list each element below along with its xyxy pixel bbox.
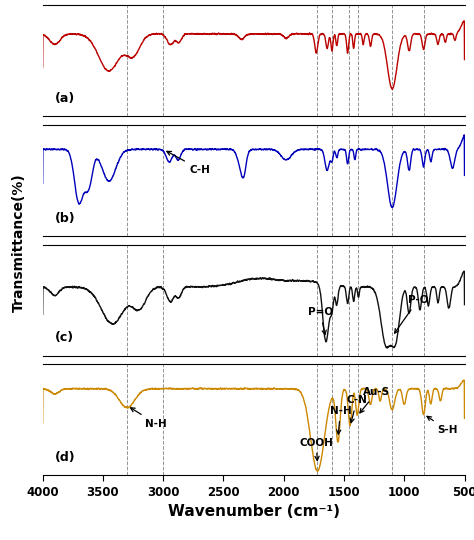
Text: Transmittance(%): Transmittance(%) — [12, 174, 26, 312]
Text: N-H: N-H — [130, 408, 167, 429]
Text: (c): (c) — [55, 332, 74, 345]
Text: S-H: S-H — [427, 416, 457, 435]
Text: P=O: P=O — [308, 307, 333, 335]
Text: Au-S: Au-S — [360, 387, 391, 413]
X-axis label: Wavenumber (cm⁻¹): Wavenumber (cm⁻¹) — [168, 504, 339, 519]
Text: C-H: C-H — [167, 151, 210, 174]
Text: COOH: COOH — [300, 437, 333, 461]
Text: (a): (a) — [55, 92, 75, 105]
Text: C-N: C-N — [346, 395, 367, 423]
Text: (d): (d) — [55, 451, 76, 464]
Text: N-H: N-H — [329, 406, 351, 434]
Text: (b): (b) — [55, 212, 76, 225]
Text: P-O: P-O — [394, 295, 428, 333]
